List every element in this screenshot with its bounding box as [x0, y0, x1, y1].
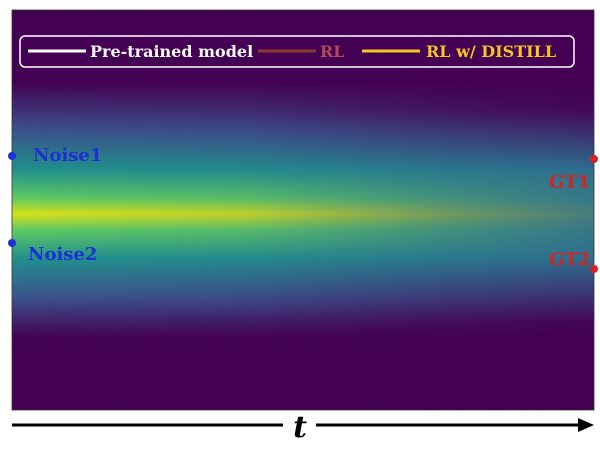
- noise1-label: Noise1: [33, 145, 102, 166]
- legend-label-pretrained: Pre-trained model: [90, 42, 253, 61]
- noise2-point: [8, 239, 16, 247]
- time-axis: t: [12, 410, 594, 445]
- heatmap-band: [12, 10, 594, 410]
- noise2-label: Noise2: [28, 244, 97, 265]
- legend: Pre-trained model RL RL w/ DISTILL: [19, 35, 575, 68]
- legend-label-rl: RL: [320, 42, 345, 61]
- gt1-point: [590, 155, 598, 163]
- legend-label-rl-distill: RL w/ DISTILL: [426, 42, 556, 61]
- plot-border: [11, 9, 595, 411]
- legend-box: [19, 35, 575, 68]
- time-axis-label: t: [293, 410, 307, 445]
- gt1-label: GT1: [549, 172, 590, 193]
- gt2-point: [590, 265, 598, 273]
- time-axis-arrowhead: [578, 418, 594, 432]
- gt2-label: GT2: [549, 249, 590, 270]
- noise1-point: [8, 152, 16, 160]
